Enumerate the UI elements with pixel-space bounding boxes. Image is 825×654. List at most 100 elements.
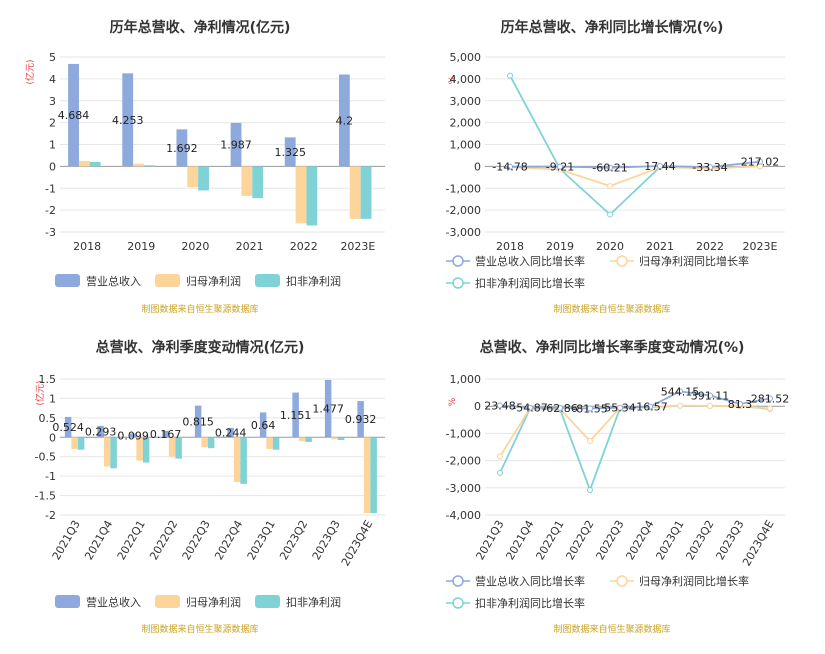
quarter-line-point-deducted-profit[interactable]: [497, 469, 503, 476]
annual-bar-bar-deducted-profit[interactable]: [306, 166, 318, 226]
annual-bar-bar-deducted-profit[interactable]: [89, 162, 101, 167]
annual-line-point-deducted-profit[interactable]: [607, 211, 613, 218]
quarter-line-point-revenue[interactable]: [647, 403, 653, 410]
legend-item-q-revenue[interactable]: 营业总收入: [55, 595, 141, 609]
annual-bar-bar-deducted-profit[interactable]: [252, 166, 264, 199]
annual-bar-bar-net-profit[interactable]: [78, 160, 90, 167]
legend-item-q-revenue-growth[interactable]: 营业总收入同比增长率: [446, 574, 585, 588]
annual-bar-y-tick: 5: [49, 51, 56, 64]
annual-bar-x-tick: 2020: [181, 240, 209, 253]
quarter-bar-bar-revenue[interactable]: [357, 401, 364, 438]
quarter-line-point-revenue[interactable]: [617, 404, 623, 411]
legend-item-q-net-profit[interactable]: 归母净利润: [155, 595, 241, 609]
annual-bar-bar-revenue[interactable]: [284, 137, 296, 167]
legend-label-deducted-profit: 扣非净利润: [286, 274, 341, 288]
quarter-bar-bar-deducted-profit[interactable]: [77, 437, 85, 450]
annual-line-data-label: -9.21: [546, 161, 574, 174]
quarter-bar-bar-net-profit[interactable]: [71, 437, 78, 449]
quarter-bar-bar-deducted-profit[interactable]: [110, 437, 117, 469]
quarter-bar-bar-revenue[interactable]: [162, 430, 169, 438]
quarter-line-y-tick: -2,000: [446, 455, 481, 468]
quarter-bar-bar-revenue[interactable]: [324, 379, 332, 438]
quarter-bar-bar-revenue[interactable]: [259, 412, 267, 438]
legend-item-revenue-growth[interactable]: 营业总收入同比增长率: [446, 254, 585, 268]
quarter-line-point-net-profit[interactable]: [677, 402, 683, 409]
quarter-line-line-revenue: [499, 390, 771, 410]
annual-bar-bar-revenue[interactable]: [68, 63, 79, 167]
annual-line-point-revenue[interactable]: [507, 163, 513, 170]
annual-line-point-revenue[interactable]: [657, 162, 663, 169]
quarter-bar-bar-net-profit[interactable]: [298, 437, 306, 442]
annual-bar-bar-revenue[interactable]: [338, 74, 350, 167]
annual-bar-bar-deducted-profit[interactable]: [360, 166, 372, 219]
quarter-line-point-deducted-profit[interactable]: [587, 486, 593, 493]
legend-label-revenue-growth: 营业总收入同比增长率: [475, 254, 585, 268]
quarter-line-point-revenue[interactable]: [527, 404, 533, 411]
annual-line-point-revenue[interactable]: [607, 164, 613, 171]
quarter-bar-bar-deducted-profit[interactable]: [175, 437, 182, 459]
quarter-bar-bar-deducted-profit[interactable]: [272, 437, 280, 450]
annual-bar-bar-revenue[interactable]: [122, 73, 134, 167]
annual-bar-bar-net-profit[interactable]: [349, 166, 361, 219]
source-note-annual-bar: 制图数据来自恒生聚源数据库: [141, 303, 258, 315]
quarter-bar-bar-net-profit[interactable]: [233, 437, 241, 482]
legend-item-q-deducted-profit-growth[interactable]: 扣非净利润同比增长率: [446, 596, 585, 610]
quarter-bar-bar-net-profit[interactable]: [201, 437, 208, 447]
quarter-bar-bar-deducted-profit[interactable]: [370, 437, 377, 514]
quarter-line-point-revenue[interactable]: [707, 392, 713, 399]
quarter-bar-bar-revenue[interactable]: [194, 405, 202, 438]
annual-bar-bar-net-profit[interactable]: [295, 166, 307, 224]
quarter-line-point-net-profit[interactable]: [497, 453, 503, 460]
quarter-bar-bar-revenue[interactable]: [129, 433, 137, 438]
annual-line-point-net-profit[interactable]: [607, 183, 613, 190]
annual-line-point-revenue[interactable]: [707, 164, 713, 171]
quarter-line-point-revenue[interactable]: [557, 404, 563, 411]
quarter-line-point-revenue[interactable]: [497, 402, 503, 409]
annual-bar-bar-deducted-profit[interactable]: [143, 165, 155, 167]
annual-bar-bar-net-profit[interactable]: [241, 166, 253, 196]
legend-item-net-profit[interactable]: 归母净利润: [155, 274, 241, 288]
legend-item-q-net-profit-growth[interactable]: 归母净利润同比增长率: [610, 574, 749, 588]
annual-line-point-revenue[interactable]: [557, 163, 563, 170]
quarter-line-data-label: -16.57: [632, 401, 667, 414]
quarter-line-point-net-profit[interactable]: [767, 405, 773, 412]
annual-line-y-tick: 5,000: [450, 51, 482, 64]
quarter-bar-bar-net-profit[interactable]: [266, 437, 273, 449]
legend-item-revenue[interactable]: 营业总收入: [55, 274, 141, 288]
annual-bar-bar-revenue[interactable]: [230, 122, 242, 167]
annual-line-point-deducted-profit[interactable]: [507, 72, 513, 79]
legend-item-deducted-profit-growth[interactable]: 扣非净利润同比增长率: [446, 276, 585, 290]
quarter-line-point-revenue[interactable]: [677, 388, 683, 395]
quarter-bar-bar-net-profit[interactable]: [103, 437, 111, 467]
annual-bar-bar-deducted-profit[interactable]: [198, 166, 209, 191]
quarter-line-point-revenue[interactable]: [737, 400, 743, 407]
quarter-bar-bar-revenue[interactable]: [64, 416, 72, 438]
legend-item-net-profit-growth[interactable]: 归母净利润同比增长率: [610, 254, 749, 268]
annual-bar-bar-net-profit[interactable]: [187, 166, 199, 188]
annual-bar-x-tick: 2018: [73, 240, 101, 253]
quarter-line-point-net-profit[interactable]: [587, 438, 593, 445]
quarter-bar-bar-net-profit[interactable]: [331, 437, 338, 440]
quarter-bar-bar-deducted-profit[interactable]: [240, 437, 247, 484]
quarter-bar-bar-deducted-profit[interactable]: [142, 437, 150, 463]
quarter-bar-bar-revenue[interactable]: [97, 425, 104, 438]
quarter-line-point-revenue[interactable]: [587, 405, 593, 412]
quarter-bar-bar-revenue[interactable]: [227, 427, 234, 438]
quarter-bar-bar-net-profit[interactable]: [168, 437, 176, 457]
quarter-line-point-net-profit[interactable]: [707, 402, 713, 409]
legend-item-q-deducted-profit[interactable]: 扣非净利润: [255, 595, 341, 609]
quarter-bar-bar-deducted-profit[interactable]: [305, 437, 312, 442]
quarter-bar-bar-revenue[interactable]: [292, 392, 299, 438]
quarter-bar-bar-deducted-profit[interactable]: [207, 437, 215, 449]
legend-label-q-net-profit-growth: 归母净利润同比增长率: [639, 574, 749, 588]
quarter-line-point-revenue[interactable]: [767, 395, 773, 402]
quarter-bar-bar-net-profit[interactable]: [363, 437, 371, 514]
annual-line-point-revenue[interactable]: [757, 158, 763, 165]
legend-item-deducted-profit[interactable]: 扣非净利润: [255, 274, 341, 288]
annual-bar-bar-revenue[interactable]: [176, 129, 188, 167]
quarter-bar-bar-deducted-profit[interactable]: [337, 437, 345, 441]
annual-bar-bar-net-profit[interactable]: [133, 163, 144, 167]
quarter-bar-bar-net-profit[interactable]: [136, 437, 143, 461]
